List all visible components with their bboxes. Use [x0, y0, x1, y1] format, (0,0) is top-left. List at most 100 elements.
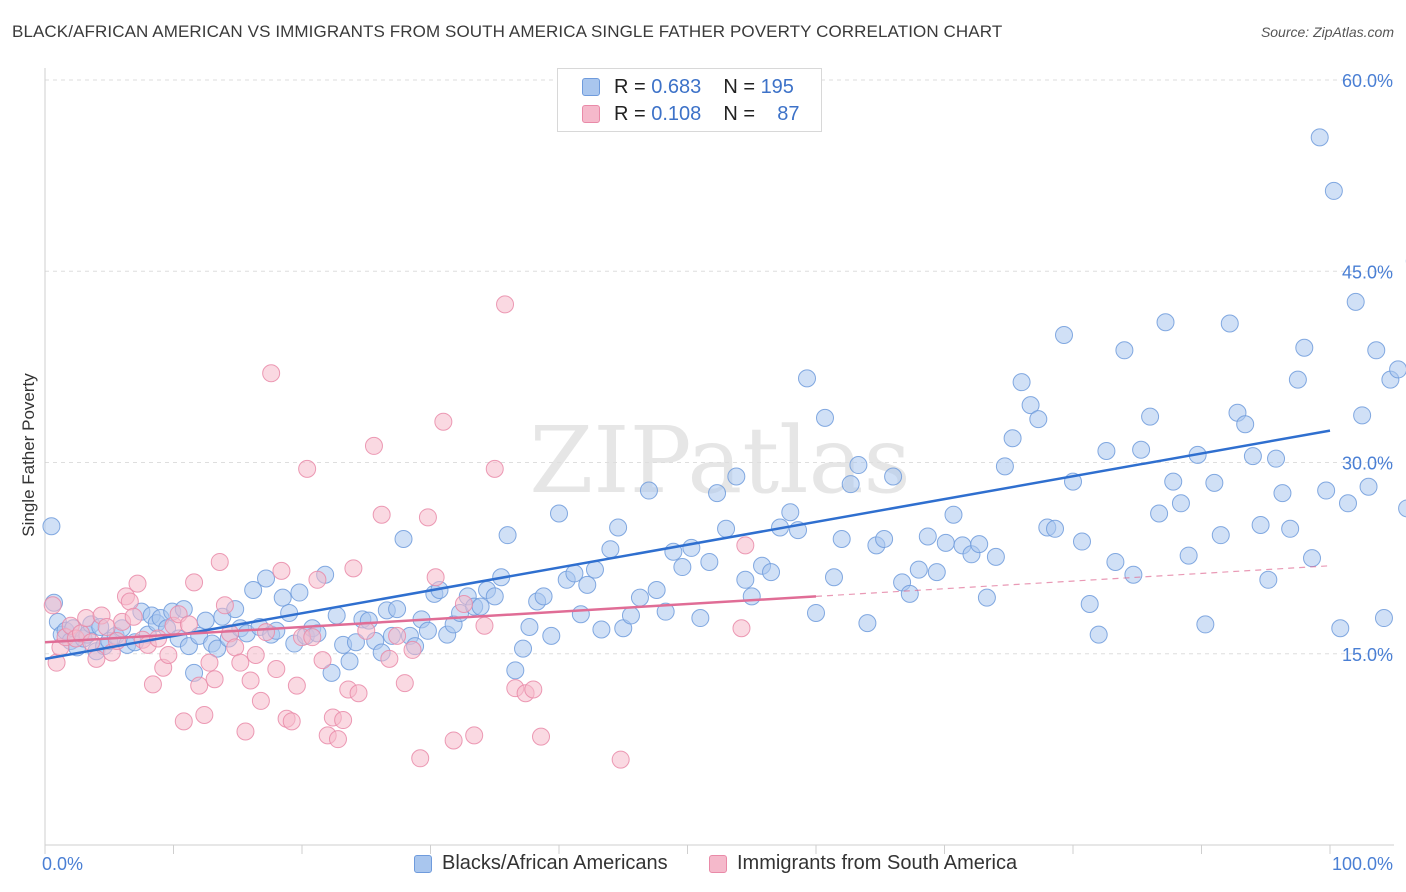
- point-immigrants: [210, 552, 229, 571]
- point-blacks: [727, 467, 746, 486]
- point-blacks: [858, 614, 877, 633]
- legend-stats-row-blue: R = 0.683 N = 195: [582, 75, 794, 99]
- point-blacks: [244, 581, 263, 599]
- x-tick-label-max: 100.0%: [1332, 854, 1393, 874]
- point-immigrants: [418, 508, 437, 527]
- point-blacks: [1273, 484, 1292, 503]
- point-blacks: [1211, 526, 1230, 545]
- point-blacks: [1021, 396, 1040, 415]
- point-blacks: [485, 587, 504, 606]
- y-tick-label: 45.0%: [1342, 262, 1393, 282]
- point-blacks: [340, 652, 359, 671]
- point-blacks: [1196, 615, 1215, 634]
- trend-line-immigrants-extension: [815, 565, 1331, 597]
- point-blacks: [1164, 472, 1183, 491]
- point-immigrants: [257, 623, 276, 642]
- point-blacks: [346, 633, 365, 652]
- trend-line-immigrants: [44, 595, 817, 644]
- point-blacks: [1317, 481, 1336, 500]
- point-blacks: [280, 603, 299, 622]
- point-blacks: [601, 540, 620, 559]
- point-blacks: [1124, 565, 1143, 584]
- n-value-pink: 87: [777, 102, 800, 125]
- point-blacks: [1295, 338, 1314, 357]
- point-immigrants: [380, 649, 399, 668]
- point-blacks: [1338, 494, 1357, 513]
- point-blacks: [944, 505, 963, 524]
- point-blacks: [1089, 625, 1108, 644]
- point-immigrants: [454, 595, 473, 614]
- legend-label-blacks: Blacks/African Americans: [442, 852, 668, 874]
- point-blacks: [995, 457, 1014, 476]
- y-axis-title: Single Father Poverty: [19, 373, 38, 537]
- n-value-blue: 195: [760, 75, 794, 98]
- point-immigrants: [128, 574, 147, 593]
- y-tick-label: 60.0%: [1342, 71, 1393, 91]
- point-blacks: [327, 606, 346, 625]
- point-blacks: [1046, 519, 1065, 538]
- point-blacks: [639, 481, 658, 500]
- point-immigrants: [226, 638, 245, 657]
- point-immigrants: [246, 646, 265, 665]
- legend-item-immigrants: Immigrants from South America: [709, 852, 1017, 875]
- point-immigrants: [215, 596, 234, 615]
- point-immigrants: [120, 592, 139, 611]
- point-blacks: [534, 587, 553, 606]
- point-blacks: [1179, 546, 1198, 565]
- point-immigrants: [303, 628, 322, 647]
- point-immigrants: [241, 671, 260, 690]
- point-immigrants: [308, 570, 327, 589]
- point-blacks: [1055, 326, 1074, 344]
- point-blacks: [986, 547, 1005, 566]
- point-blacks: [208, 639, 227, 658]
- pink-swatch: [709, 854, 727, 873]
- point-immigrants: [87, 649, 106, 668]
- point-blacks: [1367, 341, 1386, 360]
- point-blacks: [909, 560, 928, 579]
- point-blacks: [388, 600, 407, 619]
- point-blacks: [322, 663, 341, 682]
- point-blacks: [571, 605, 590, 624]
- point-blacks: [1259, 570, 1278, 589]
- point-blacks: [970, 535, 989, 554]
- point-blacks: [647, 581, 666, 599]
- r-value-blue: 0.683: [651, 75, 702, 98]
- point-blacks: [824, 568, 843, 587]
- y-tick-label: 30.0%: [1342, 454, 1393, 474]
- legend-series: Blacks/African Americans Immigrants from…: [0, 852, 1406, 878]
- point-immigrants: [388, 626, 407, 645]
- point-blacks: [1141, 407, 1160, 426]
- point-blacks: [520, 617, 539, 636]
- point-blacks: [807, 603, 825, 622]
- point-blacks: [673, 558, 692, 577]
- point-immigrants: [475, 616, 494, 635]
- point-immigrants: [272, 561, 291, 580]
- point-blacks: [1150, 504, 1169, 523]
- point-blacks: [798, 369, 817, 388]
- point-blacks: [717, 519, 736, 538]
- point-blacks: [585, 560, 604, 579]
- point-immigrants: [185, 573, 204, 592]
- point-blacks: [875, 530, 894, 548]
- point-blacks: [1267, 449, 1286, 468]
- point-blacks: [1080, 595, 1099, 614]
- point-blacks: [900, 584, 919, 603]
- point-blacks: [1003, 429, 1022, 448]
- point-blacks: [1374, 609, 1393, 628]
- point-immigrants: [77, 609, 96, 628]
- point-blacks: [257, 569, 276, 588]
- point-immigrants: [251, 691, 270, 710]
- point-immigrants: [372, 505, 391, 524]
- point-immigrants: [298, 459, 317, 478]
- point-immigrants: [200, 653, 219, 672]
- point-blacks: [977, 588, 996, 607]
- point-blacks: [273, 588, 292, 607]
- point-blacks: [418, 621, 437, 640]
- blue-swatch: [582, 78, 600, 96]
- point-immigrants: [282, 712, 301, 731]
- point-blacks: [700, 552, 719, 571]
- point-blacks: [656, 602, 675, 621]
- point-immigrants: [349, 684, 368, 703]
- point-blacks: [1132, 440, 1151, 459]
- point-blacks: [849, 456, 868, 475]
